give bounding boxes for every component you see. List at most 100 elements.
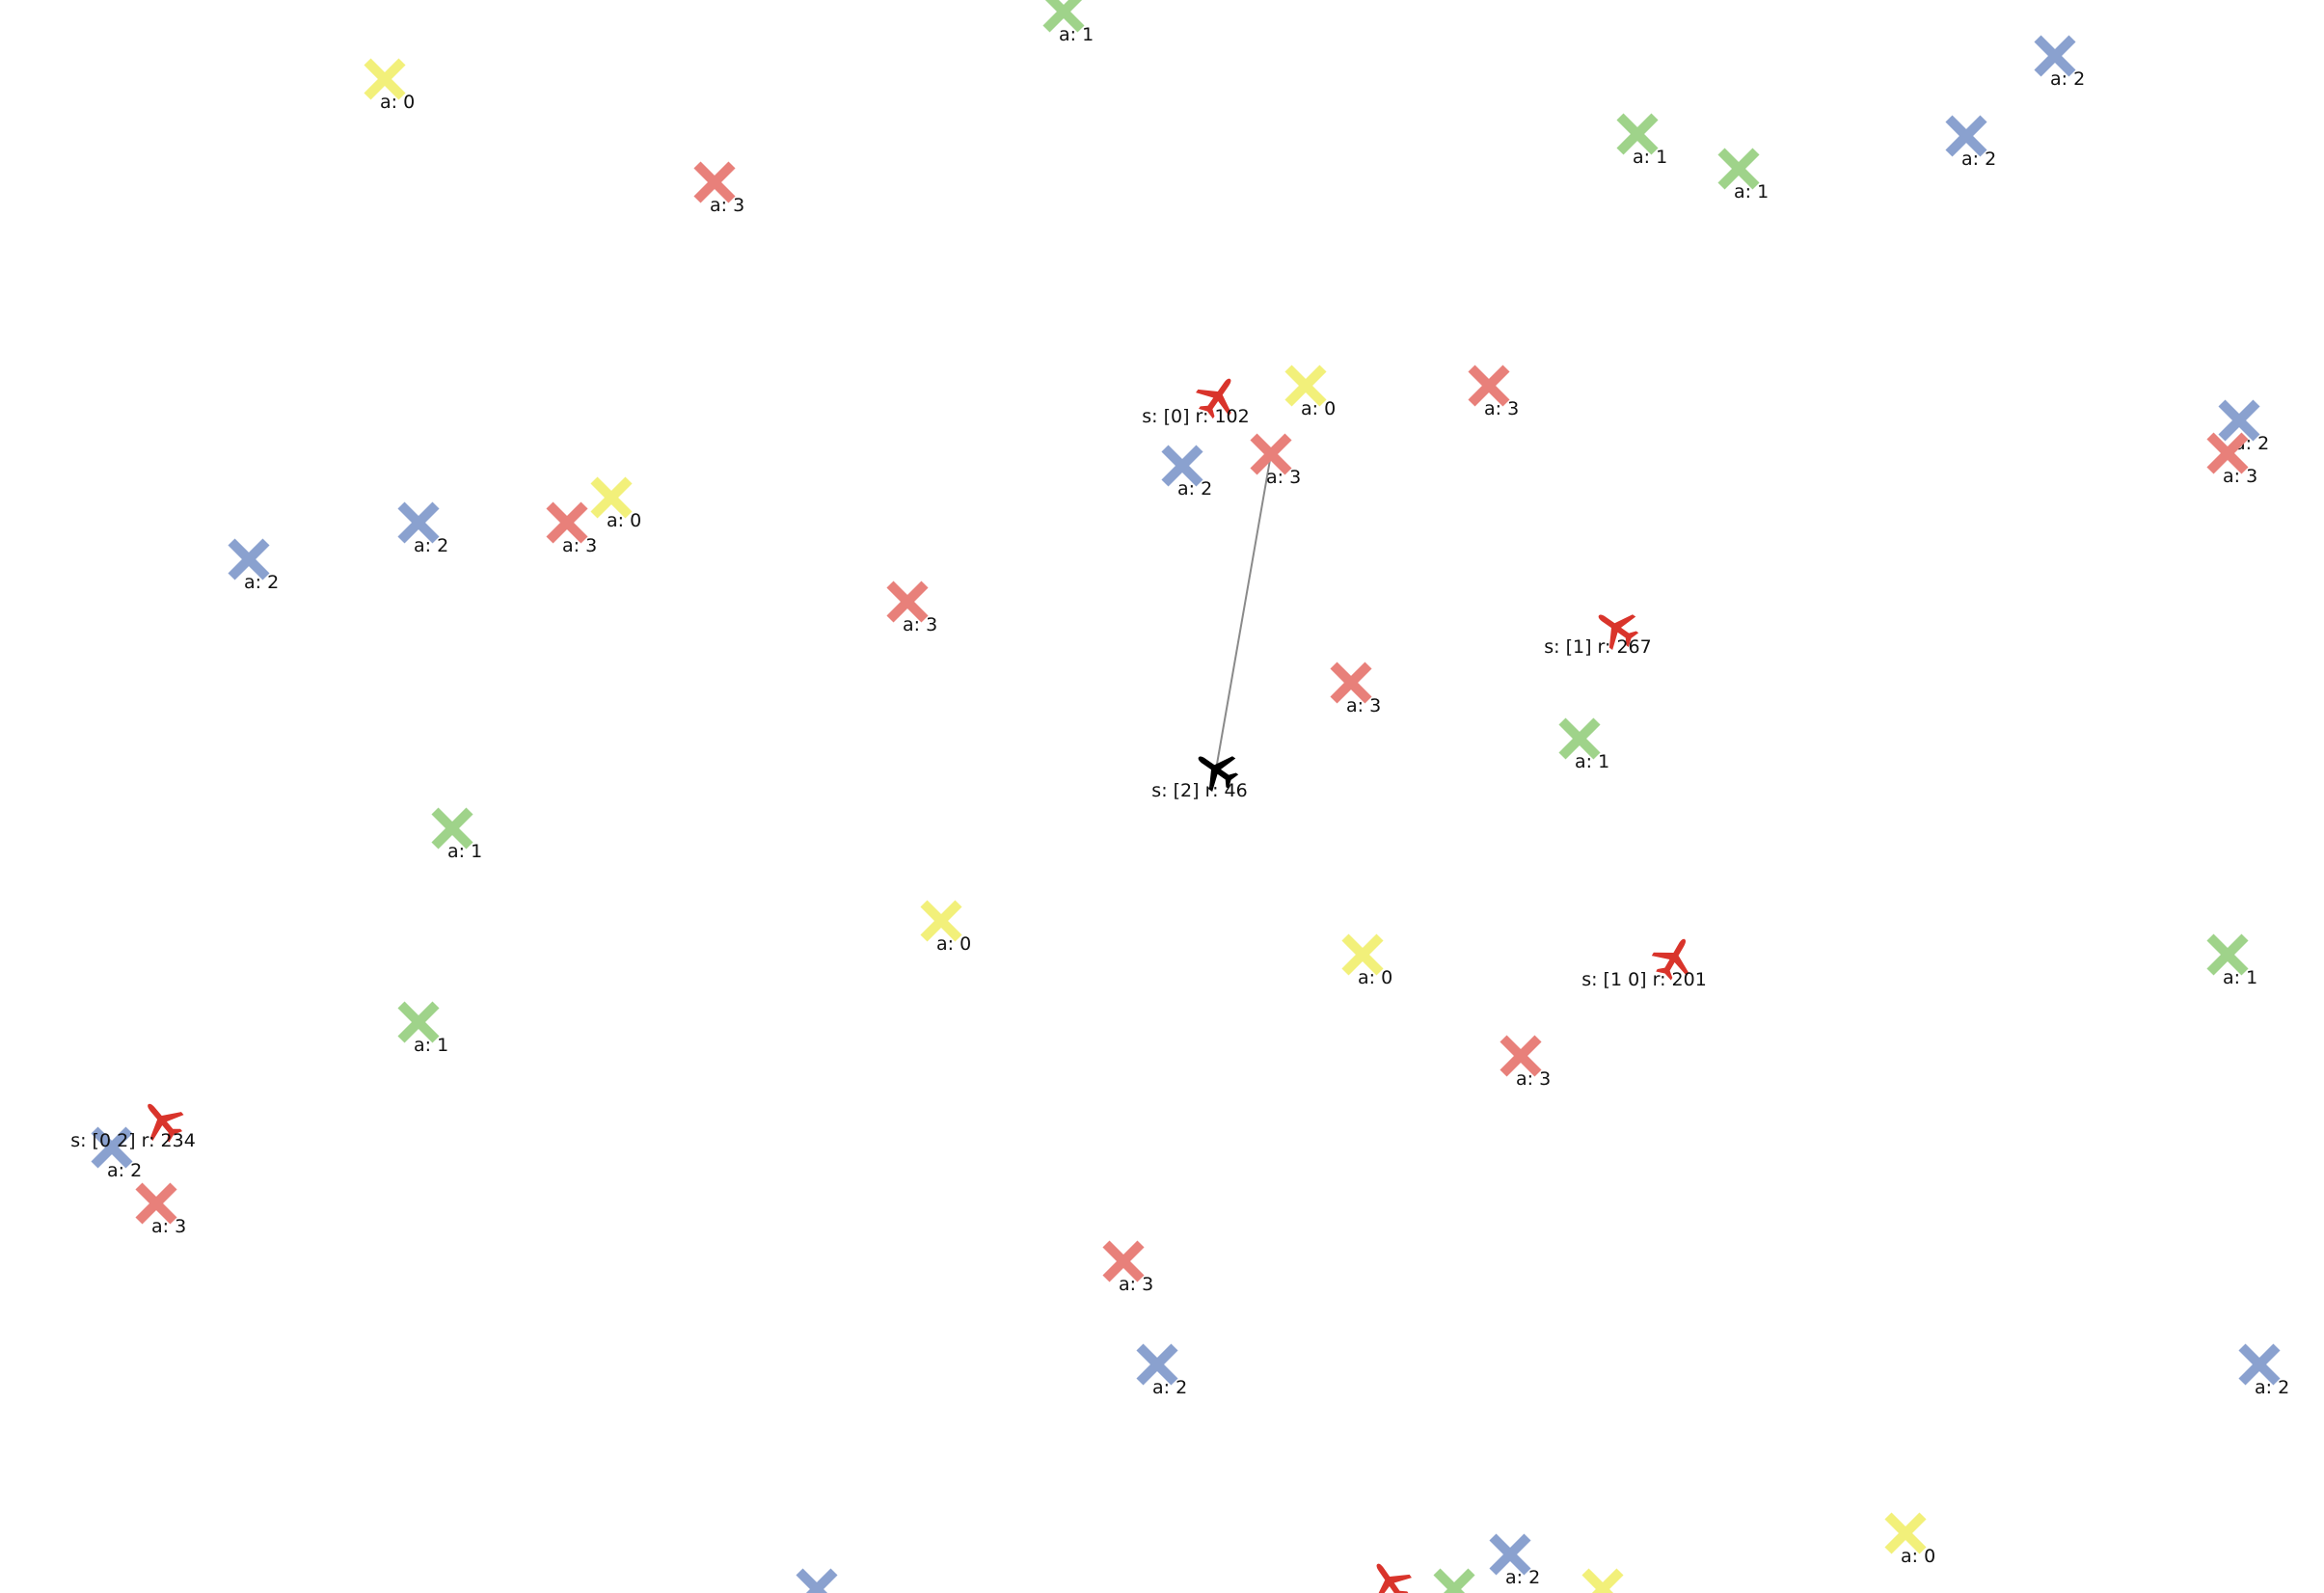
cross-icon (2218, 399, 2260, 442)
cross-icon (228, 538, 270, 580)
cross-icon (1616, 113, 1659, 155)
marker-action-label: a: 3 (1266, 467, 1301, 488)
marker-action-label: a: 0 (1301, 398, 1336, 419)
waypoint-marker-action-3[interactable]: a: 3 (1468, 364, 1519, 419)
waypoint-marker-action-1[interactable]: a: 1 (2206, 933, 2257, 988)
waypoint-marker-action-3[interactable]: a: 3 (886, 580, 937, 635)
waypoint-marker-action-3[interactable]: a: 3 (693, 161, 744, 216)
marker-action-label: a: 3 (1516, 1068, 1551, 1090)
waypoint-marker-action-3[interactable]: a: 3 (1250, 433, 1301, 488)
marker-action-label: a: 2 (1961, 148, 1996, 170)
airplane-icon (1598, 614, 1639, 650)
waypoint-marker-action-2[interactable]: a: 2 (2238, 1343, 2289, 1398)
waypoint-marker-action-3[interactable]: a: 3 (2206, 432, 2257, 487)
waypoint-marker-action-0[interactable]: a: 0 (1884, 1512, 1935, 1567)
waypoint-marker-action-2[interactable]: a: 2 (2218, 399, 2269, 454)
waypoint-marker-action-2[interactable]: a: 2 (91, 1126, 142, 1181)
marker-action-label: a: 2 (2050, 68, 2085, 90)
marker-action-label: a: 2 (1177, 478, 1212, 500)
waypoint-marker-action-2[interactable]: a: 2 (1489, 1533, 1540, 1588)
waypoint-marker-action-1[interactable]: a: 1 (1616, 113, 1667, 168)
waypoint-marker-action-3[interactable]: a: 3 (546, 501, 597, 556)
cross-icon (135, 1182, 177, 1225)
marker-layer: a: 1 a: 0 a: 3 a: 2 a: 2 a: 1 a: 1 a: 0 a: 3 a: 3… (91, 0, 2289, 1593)
airplane-icon (1376, 1563, 1412, 1593)
aircraft[interactable]: s: [0] r: 102 (1142, 367, 1250, 427)
waypoint-marker-action-2[interactable]: a: 2 (1945, 115, 1996, 170)
cross-icon (1330, 662, 1372, 704)
marker-action-label: a: 2 (107, 1160, 142, 1181)
aircraft[interactable]: s: [1 0] r: 201 (1581, 929, 1707, 990)
cross-icon (1558, 717, 1601, 760)
marker-action-label: a: 1 (2223, 967, 2257, 988)
marker-action-label: a: 0 (1901, 1546, 1935, 1567)
assignment-link-line (1215, 453, 1272, 770)
aircraft-status-label: s: [0] r: 102 (1142, 406, 1249, 427)
waypoint-marker-action-1[interactable]: a: 1 (1717, 148, 1769, 202)
marker-action-label: a: 2 (1505, 1567, 1540, 1588)
waypoint-marker-action-3[interactable]: a: 3 (1102, 1240, 1153, 1295)
aircraft-status-label: s: [1] r: 267 (1544, 636, 1651, 658)
marker-action-label: a: 0 (380, 92, 415, 113)
cross-icon (1341, 933, 1384, 976)
marker-action-label: a: 3 (2223, 466, 2257, 487)
waypoint-marker-action-0[interactable]: a: 0 (364, 58, 415, 113)
cross-icon (1581, 1568, 1624, 1593)
airplane-icon (1651, 938, 1689, 981)
waypoint-marker-action-0[interactable]: a: 0 (1341, 933, 1392, 988)
marker-action-label: a: 1 (1734, 181, 1769, 202)
cross-icon (2206, 432, 2249, 474)
cross-icon (796, 1568, 838, 1593)
aircraft-status-label: s: [0 2] r: 234 (70, 1130, 196, 1151)
waypoint-marker-action-3[interactable]: a: 3 (135, 1182, 186, 1237)
waypoint-marker-action-0[interactable] (1581, 1568, 1624, 1593)
waypoint-marker-action-2[interactable]: a: 2 (2034, 35, 2085, 90)
waypoint-marker-action-2[interactable]: a: 2 (1161, 445, 1212, 500)
cross-icon (364, 58, 406, 100)
waypoint-marker-action-2[interactable]: a: 2 (397, 501, 448, 556)
cross-icon (1945, 115, 1987, 157)
airplane-icon (148, 1103, 184, 1143)
waypoint-marker-action-1[interactable] (1433, 1568, 1475, 1593)
cross-icon (1250, 433, 1292, 475)
cross-icon (1042, 0, 1085, 33)
marker-action-label: a: 0 (607, 510, 641, 531)
waypoint-marker-action-3[interactable]: a: 3 (1500, 1035, 1551, 1090)
link-layer (1215, 453, 1272, 770)
waypoint-marker-action-1[interactable]: a: 1 (1042, 0, 1094, 45)
waypoint-marker-action-1[interactable]: a: 1 (1558, 717, 1609, 772)
marker-action-label: a: 3 (562, 535, 597, 556)
marker-action-label: a: 2 (414, 535, 448, 556)
aircraft[interactable] (1361, 1552, 1419, 1593)
aircraft-layer: s: [0] r: 102 s: [1] r: 267 s: [2] r: 46 s:… (70, 367, 1707, 1593)
marker-action-label: a: 1 (447, 841, 482, 862)
waypoint-marker-action-2[interactable]: a: 2 (228, 538, 279, 593)
marker-action-label: a: 0 (936, 933, 971, 955)
aircraft[interactable]: s: [0 2] r: 234 (70, 1092, 196, 1151)
aircraft-status-label: s: [1 0] r: 201 (1581, 969, 1707, 990)
cross-icon (397, 1001, 440, 1043)
waypoint-marker-action-3[interactable]: a: 3 (1330, 662, 1381, 716)
cross-icon (2238, 1343, 2281, 1386)
cross-icon (1489, 1533, 1531, 1576)
waypoint-marker-action-2[interactable] (796, 1568, 838, 1593)
marker-action-label: a: 1 (414, 1035, 448, 1056)
cross-icon (2206, 933, 2249, 976)
airplane-icon (1198, 756, 1239, 792)
marker-action-label: a: 0 (1358, 967, 1392, 988)
waypoint-marker-action-2[interactable]: a: 2 (1136, 1343, 1187, 1398)
cross-icon (590, 476, 633, 519)
waypoint-marker-action-0[interactable]: a: 0 (920, 900, 971, 955)
cross-icon (1500, 1035, 1542, 1077)
aircraft[interactable]: s: [1] r: 267 (1544, 599, 1652, 658)
aircraft-selected[interactable]: s: [2] r: 46 (1151, 741, 1248, 801)
waypoint-marker-action-0[interactable]: a: 0 (590, 476, 641, 531)
marker-action-label: a: 1 (1575, 751, 1609, 772)
waypoint-marker-action-0[interactable]: a: 0 (1284, 364, 1336, 419)
marker-action-label: a: 3 (1484, 398, 1519, 419)
waypoint-marker-action-1[interactable]: a: 1 (431, 807, 482, 862)
waypoint-marker-action-1[interactable]: a: 1 (397, 1001, 448, 1056)
aircraft-status-label: s: [2] r: 46 (1151, 780, 1247, 801)
